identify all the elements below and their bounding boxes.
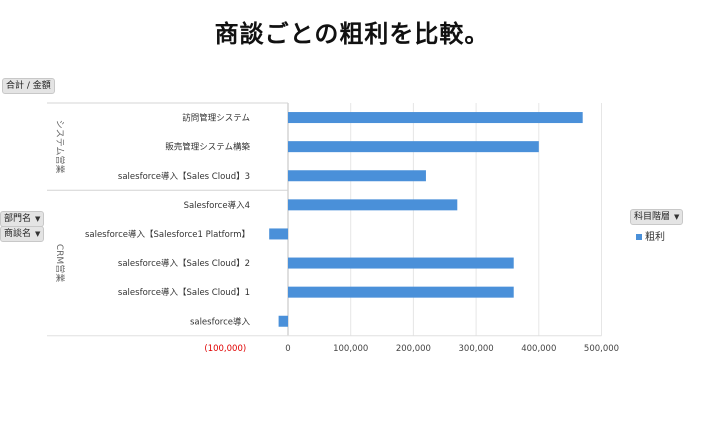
category-label: salesforce導入【Sales Cloud】3 (118, 171, 250, 182)
row-field-button-deal[interactable]: 商談名 ▼ (0, 226, 45, 242)
x-tick-label: 300,000 (459, 344, 494, 354)
category-label: salesforce導入【Sales Cloud】2 (118, 258, 250, 269)
bar (288, 170, 426, 182)
category-label: 訪問管理システム (182, 113, 250, 124)
chart-title: 商談ごとの粗利を比較。 (214, 20, 490, 48)
bar (288, 112, 583, 124)
bar (288, 286, 514, 298)
group-label: システム営業 (54, 120, 66, 174)
column-field-label: 科目階層 (634, 212, 671, 222)
x-tick-label: 200,000 (396, 344, 431, 354)
category-label: Salesforce導入4 (184, 200, 250, 211)
x-tick-label: (100,000) (204, 344, 246, 354)
bar (288, 257, 514, 269)
dropdown-arrow-icon: ▼ (35, 230, 41, 238)
group-label: CRM営業 (54, 244, 66, 282)
x-tick-label: 100,000 (333, 344, 368, 354)
legend: 粗利 (636, 228, 665, 243)
legend-label: 粗利 (645, 232, 665, 243)
bar (288, 199, 458, 211)
legend-swatch (636, 234, 642, 240)
bar (288, 141, 539, 153)
category-label: salesforce導入【Salesforce1 Platform】 (85, 229, 250, 240)
bar (269, 228, 288, 240)
x-tick-label: 0 (285, 344, 290, 354)
x-tick-label: 400,000 (521, 344, 556, 354)
row-field-label-department: 部門名 (4, 214, 32, 224)
value-field-button[interactable]: 合計 / 金額 (2, 78, 55, 94)
category-label: salesforce導入 (190, 316, 251, 327)
column-field-button[interactable]: 科目階層 ▼ (630, 209, 684, 225)
row-field-label-deal: 商談名 (4, 229, 32, 239)
category-label: 販売管理システム構築 (165, 142, 250, 153)
bar (278, 315, 288, 327)
dropdown-arrow-icon: ▼ (674, 213, 680, 221)
dropdown-arrow-icon: ▼ (35, 215, 41, 223)
x-tick-label: 500,000 (584, 344, 619, 354)
value-field-label: 合計 / 金額 (6, 81, 51, 91)
category-label: salesforce導入【Sales Cloud】1 (118, 287, 250, 298)
